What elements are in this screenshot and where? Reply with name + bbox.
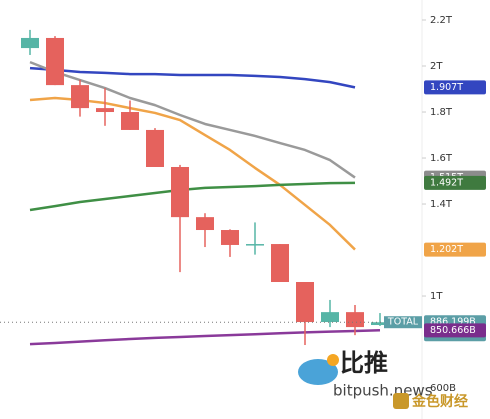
price-label: 1.492T: [430, 177, 463, 188]
candle-body: [71, 85, 89, 109]
y-tick-label: 2T: [430, 61, 443, 72]
candle-body: [246, 244, 264, 246]
candle-body: [121, 112, 139, 130]
current-price-label: 886.199B: [430, 317, 476, 328]
price-name: TOTAL: [387, 317, 419, 328]
price-name-box: [384, 316, 422, 329]
candle-body: [321, 312, 339, 323]
price-label-box: [424, 175, 486, 190]
price-label-box: [424, 323, 486, 338]
candle-body: [146, 129, 164, 167]
moving-average-line: [29, 181, 356, 212]
bird-icon: [298, 359, 338, 385]
candle-body: [346, 312, 364, 328]
y-tick-label: 1T: [430, 291, 443, 302]
moving-average-line: [29, 66, 356, 89]
price-label-box: [424, 242, 486, 257]
watermark-text: 比推: [340, 349, 388, 377]
moving-average-line: [29, 329, 381, 346]
candle-body: [196, 217, 214, 231]
y-tick-label: 1.6T: [430, 153, 453, 164]
candle-body: [271, 244, 289, 283]
candle-body: [371, 322, 389, 326]
coin-icon: [327, 354, 339, 366]
moving-average-line: [29, 60, 356, 179]
candle-body: [171, 166, 189, 218]
watermark: 比推 bitpush.news 金色财经: [298, 349, 468, 410]
y-tick-label: 1.8T: [430, 107, 453, 118]
candle-body: [21, 37, 39, 49]
watermark-text: 金色财经: [411, 393, 468, 410]
price-label: 850.666B: [430, 325, 476, 336]
logo-icon: [393, 393, 409, 409]
candle-body: [96, 108, 114, 113]
price-label-box: [424, 80, 486, 95]
y-tick-label: 2.2T: [430, 15, 453, 26]
y-tick-label: 1.4T: [430, 199, 453, 210]
candle-body: [221, 230, 239, 245]
candle-body: [296, 282, 314, 323]
y-tick-label: 600B: [430, 383, 456, 394]
price-label: 1.907T: [430, 82, 463, 93]
price-label: 1.202T: [430, 244, 463, 255]
candle-body: [46, 37, 64, 86]
